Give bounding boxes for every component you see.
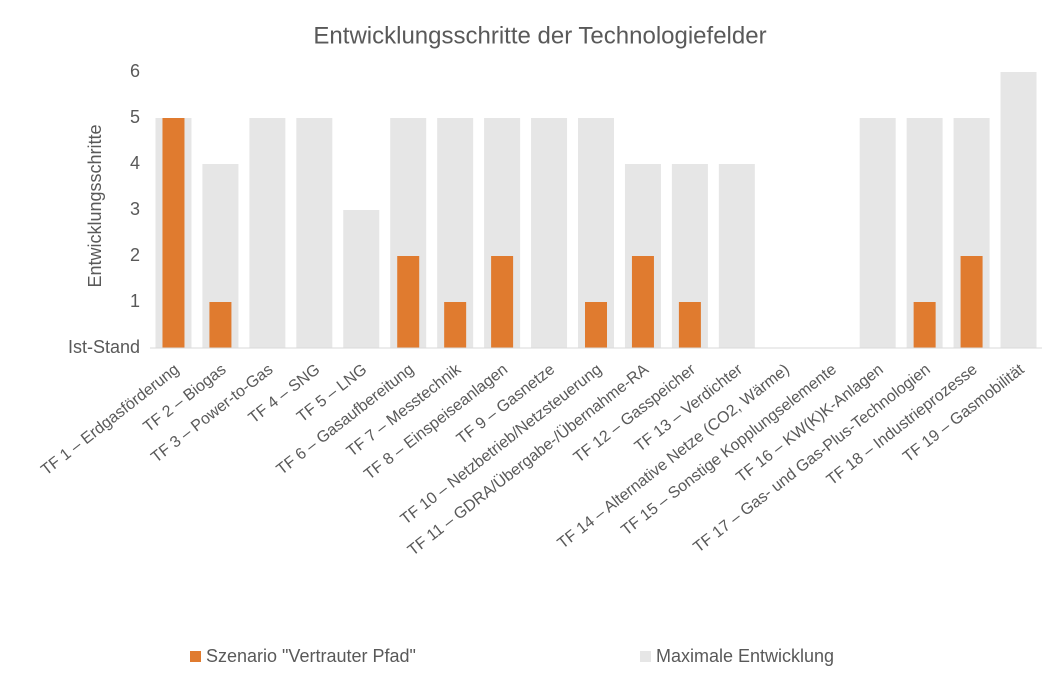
bar bbox=[531, 118, 568, 348]
legend-label: Szenario "Vertrauter Pfad" bbox=[206, 646, 416, 666]
y-tick-label: 4 bbox=[130, 153, 140, 173]
legend-swatch bbox=[640, 651, 651, 662]
bar bbox=[397, 256, 420, 348]
bar bbox=[249, 118, 286, 348]
bar bbox=[585, 302, 607, 348]
chart-title: Entwicklungsschritte der Technologiefeld… bbox=[313, 22, 766, 49]
y-tick-label: 1 bbox=[130, 291, 140, 311]
bar bbox=[343, 210, 380, 348]
bar bbox=[209, 302, 232, 348]
legend-swatch bbox=[190, 651, 201, 662]
bar bbox=[913, 302, 936, 348]
y-tick-label: 3 bbox=[130, 199, 140, 219]
y-tick-label: 6 bbox=[130, 61, 140, 81]
bar bbox=[1000, 72, 1037, 348]
bar bbox=[491, 256, 514, 348]
y-tick-label: 5 bbox=[130, 107, 140, 127]
bar bbox=[296, 118, 333, 348]
legend-label: Maximale Entwicklung bbox=[656, 646, 834, 666]
bar bbox=[631, 256, 654, 348]
bar bbox=[718, 164, 755, 348]
y-tick-label: 2 bbox=[130, 245, 140, 265]
y-axis-label: Entwicklungsschritte bbox=[85, 124, 105, 287]
bar bbox=[162, 118, 185, 348]
bar bbox=[859, 118, 896, 348]
y-tick-label: Ist-Stand bbox=[68, 337, 140, 357]
bar bbox=[678, 302, 701, 348]
bar bbox=[960, 256, 983, 348]
bar bbox=[444, 302, 467, 348]
